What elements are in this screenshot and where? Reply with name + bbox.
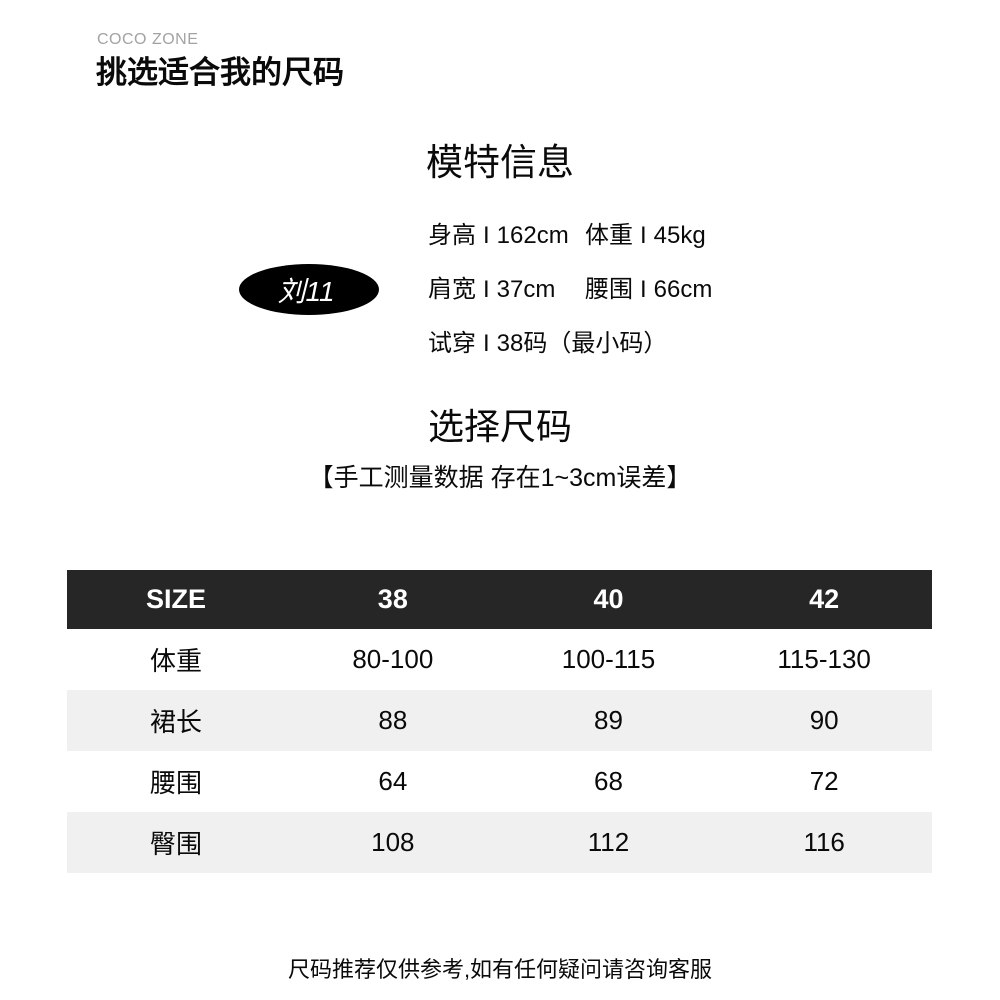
- stat-height-label: 身高: [428, 222, 476, 249]
- cell-value: 108: [371, 827, 415, 857]
- stat-shoulder: 肩宽 I 37cm: [428, 275, 585, 329]
- table-row-skirt-length: 裙长 88 89 90: [67, 690, 932, 751]
- row-label: 体重: [149, 646, 202, 676]
- stat-separator: I: [483, 276, 490, 303]
- model-stats: 身高 I 162cm 体重 I 45kg 肩宽 I 37cm 腰围 I 66cm 试穿 I 38码（…: [428, 221, 712, 383]
- row-label: 腰围: [149, 768, 202, 798]
- header-cell-38: 38: [377, 584, 408, 614]
- stat-fitting-value: 38码（最小码）: [496, 330, 668, 357]
- stat-fitting-size: 试穿 I 38码（最小码）: [428, 329, 712, 383]
- stat-separator: I: [640, 276, 647, 303]
- model-name-label: 刘11: [277, 275, 335, 307]
- footer-note: 尺码推荐仅供参考,如有任何疑问请咨询客服: [287, 957, 713, 982]
- stat-waist: 腰围 I 66cm: [585, 275, 712, 329]
- size-table: SIZE 38 40 42 体重 80-100 100-115 115-130 …: [67, 570, 932, 873]
- brand-name: COCO ZONE: [97, 31, 199, 48]
- stat-height: 身高 I 162cm: [428, 221, 585, 275]
- row-label: 臀围: [149, 829, 202, 859]
- page-title: 挑选适合我的尺码: [96, 55, 344, 90]
- stat-fitting-label: 试穿: [428, 330, 476, 357]
- table-row-weight: 体重 80-100 100-115 115-130: [67, 629, 932, 690]
- stat-weight-label: 体重: [585, 222, 633, 249]
- cell-value: 64: [378, 766, 408, 796]
- stat-separator: I: [483, 222, 490, 249]
- stat-weight: 体重 I 45kg: [585, 221, 712, 275]
- cell-value: 100-115: [561, 644, 656, 674]
- row-label: 裙长: [149, 707, 202, 737]
- cell-value: 112: [587, 827, 630, 857]
- cell-value: 90: [809, 705, 839, 735]
- cell-value: 88: [378, 705, 408, 735]
- stat-separator: I: [483, 330, 490, 357]
- header-cell-42: 42: [809, 584, 840, 614]
- table-row-waist: 腰围 64 68 72: [67, 751, 932, 812]
- size-select-heading: 选择尺码: [427, 406, 572, 447]
- stat-separator: I: [640, 222, 647, 249]
- cell-value: 89: [594, 705, 623, 735]
- cell-value: 68: [594, 766, 623, 796]
- stat-height-value: 162cm: [496, 222, 569, 249]
- header-cell-40: 40: [593, 584, 624, 614]
- stat-weight-value: 45kg: [653, 222, 706, 249]
- table-row-hip: 臀围 108 112 116: [67, 812, 932, 873]
- cell-value: 80-100: [352, 644, 434, 674]
- stat-shoulder-value: 37cm: [496, 276, 556, 303]
- measurement-note: 【手工测量数据 存在1~3cm误差】: [308, 464, 692, 492]
- stat-waist-value: 66cm: [653, 276, 713, 303]
- cell-value: 115-130: [777, 644, 871, 674]
- model-info-heading: 模特信息: [426, 142, 574, 183]
- stat-waist-label: 腰围: [585, 276, 633, 303]
- cell-value: 72: [809, 766, 839, 796]
- table-header-row: SIZE 38 40 42: [67, 570, 932, 629]
- cell-value: 116: [803, 827, 845, 857]
- header-cell-size: SIZE: [145, 584, 206, 614]
- model-name-badge: 刘11: [239, 264, 379, 315]
- stat-shoulder-label: 肩宽: [428, 276, 476, 303]
